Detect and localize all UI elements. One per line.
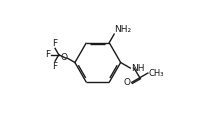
Text: O: O: [123, 78, 129, 88]
Text: NH₂: NH₂: [114, 25, 131, 34]
Text: F: F: [52, 39, 57, 48]
Text: F: F: [45, 50, 50, 59]
Text: NH: NH: [130, 64, 143, 72]
Text: CH₃: CH₃: [147, 68, 163, 78]
Text: F: F: [52, 62, 57, 71]
Text: O: O: [60, 53, 67, 62]
